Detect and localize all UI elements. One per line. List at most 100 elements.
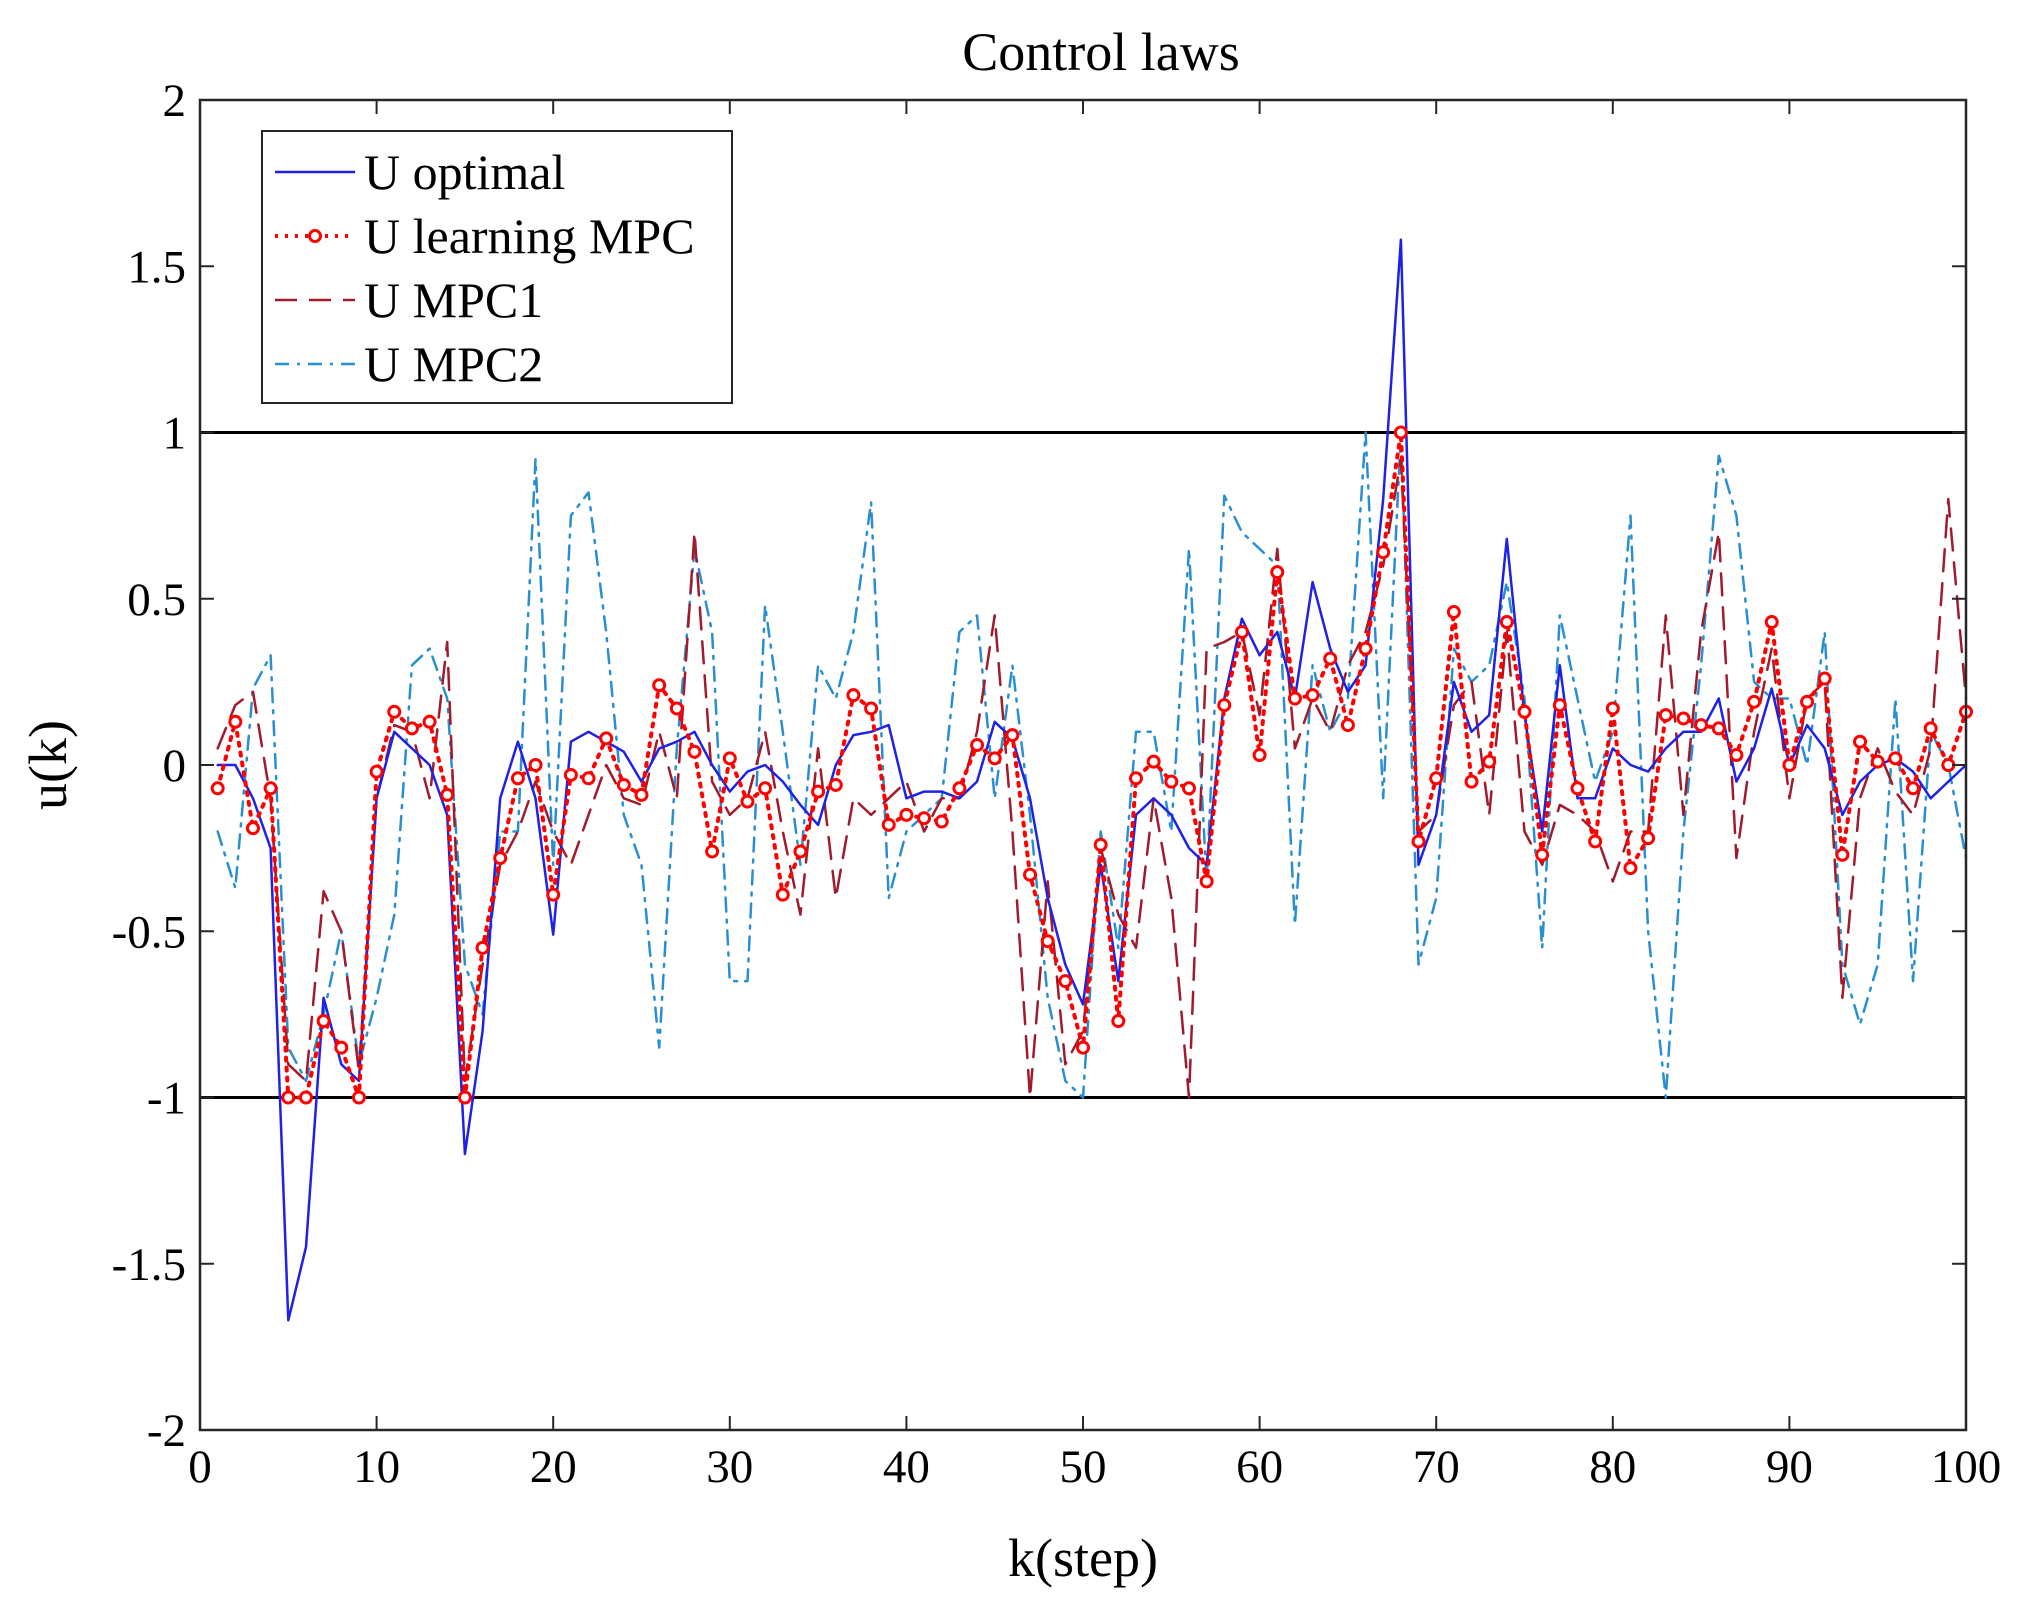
data-point xyxy=(1270,565,1285,580)
x-tick-label: 50 xyxy=(1060,1441,1107,1493)
data-point xyxy=(1570,781,1585,796)
x-tick-label: 40 xyxy=(883,1441,930,1493)
data-point xyxy=(1252,748,1267,763)
data-point xyxy=(404,721,419,736)
data-point xyxy=(245,821,260,836)
data-point xyxy=(952,781,967,796)
data-point xyxy=(669,701,684,716)
data-point xyxy=(1128,771,1143,786)
legend-box xyxy=(261,130,733,404)
legend: U optimal U learning MPC U MPC1 U MPC2 xyxy=(261,130,733,404)
x-tick-label: 90 xyxy=(1766,1441,1813,1493)
data-point xyxy=(263,781,278,796)
data-point xyxy=(1164,774,1179,789)
x-axis: 0 10 20 30 40 50 60 70 80 90 100 xyxy=(188,100,2001,1493)
data-point xyxy=(1888,751,1903,766)
data-point xyxy=(1923,721,1938,736)
y-tick-label: 0.5 xyxy=(127,574,186,626)
data-point xyxy=(1853,734,1868,749)
y-tick-label: -1.5 xyxy=(112,1239,186,1291)
data-point xyxy=(316,1014,331,1029)
data-point xyxy=(1393,425,1408,440)
data-point xyxy=(298,1090,313,1105)
data-point xyxy=(740,794,755,809)
data-point xyxy=(1782,758,1797,772)
data-point xyxy=(881,817,896,832)
data-point xyxy=(1358,641,1373,656)
y-axis-title: u(k) xyxy=(18,720,78,810)
data-point xyxy=(281,1090,296,1105)
y-tick-label: -0.5 xyxy=(112,906,186,958)
data-point xyxy=(334,1040,349,1055)
data-point xyxy=(1870,754,1885,769)
data-point xyxy=(440,787,455,802)
data-point xyxy=(811,784,826,799)
data-point xyxy=(1446,605,1461,620)
data-point xyxy=(210,781,225,796)
data-point xyxy=(1111,1014,1126,1029)
data-point xyxy=(1323,651,1338,666)
data-point xyxy=(1199,874,1214,889)
data-point xyxy=(917,811,932,826)
y-tick-label: -1 xyxy=(147,1073,186,1125)
data-point xyxy=(599,731,614,746)
series-line-u-optimal xyxy=(216,238,1968,1322)
data-point xyxy=(687,744,702,759)
data-point xyxy=(1429,771,1444,786)
data-point xyxy=(1535,847,1550,862)
legend-label: U MPC2 xyxy=(364,336,543,392)
data-point xyxy=(1835,847,1850,862)
data-point xyxy=(899,807,914,822)
data-point xyxy=(1658,708,1673,723)
x-tick-label: 60 xyxy=(1236,1441,1283,1493)
data-point xyxy=(563,767,578,782)
data-point xyxy=(1906,781,1921,796)
x-tick-label: 20 xyxy=(530,1441,577,1493)
data-point xyxy=(864,701,879,716)
y-tick-label: 2 xyxy=(163,75,187,127)
data-point xyxy=(1023,867,1038,882)
data-point xyxy=(1464,774,1479,789)
data-point xyxy=(475,940,490,955)
data-point xyxy=(422,714,437,729)
data-point xyxy=(1676,711,1691,726)
data-point xyxy=(616,777,631,792)
data-point xyxy=(1711,721,1726,736)
data-point xyxy=(1588,834,1603,849)
data-point xyxy=(369,764,384,779)
series-line-u-mpc2 xyxy=(216,431,1968,1099)
data-point xyxy=(1800,694,1815,709)
data-point xyxy=(1623,861,1638,876)
data-point xyxy=(846,688,861,703)
data-point xyxy=(581,771,596,786)
data-point xyxy=(1305,688,1320,703)
data-point xyxy=(528,758,543,772)
x-axis-title: k(step) xyxy=(1008,1528,1158,1588)
data-point xyxy=(510,771,525,786)
data-point xyxy=(457,1090,472,1105)
data-point xyxy=(1552,698,1567,713)
series-line-u-learning-mpc xyxy=(215,430,1968,1100)
series-layer xyxy=(210,238,1973,1322)
data-point xyxy=(1641,831,1656,846)
data-point xyxy=(351,1090,366,1105)
data-point xyxy=(970,738,985,753)
data-point xyxy=(1093,837,1108,852)
data-point xyxy=(1747,694,1762,709)
data-point xyxy=(1482,754,1497,769)
data-point xyxy=(1411,834,1426,849)
y-axis: 2 1.5 1 0.5 0 -0.5 -1 -1.5 -2 xyxy=(112,75,1966,1457)
data-point xyxy=(228,714,243,729)
legend-marker xyxy=(308,229,322,243)
data-point xyxy=(828,777,843,792)
data-point xyxy=(1217,698,1232,713)
data-point xyxy=(934,814,949,829)
data-point xyxy=(546,887,561,902)
data-point xyxy=(1146,754,1161,769)
data-point xyxy=(634,787,649,802)
x-tick-label: 10 xyxy=(353,1441,400,1493)
data-point xyxy=(1817,671,1832,686)
data-point xyxy=(1764,615,1779,630)
y-tick-label: 1.5 xyxy=(127,241,186,293)
